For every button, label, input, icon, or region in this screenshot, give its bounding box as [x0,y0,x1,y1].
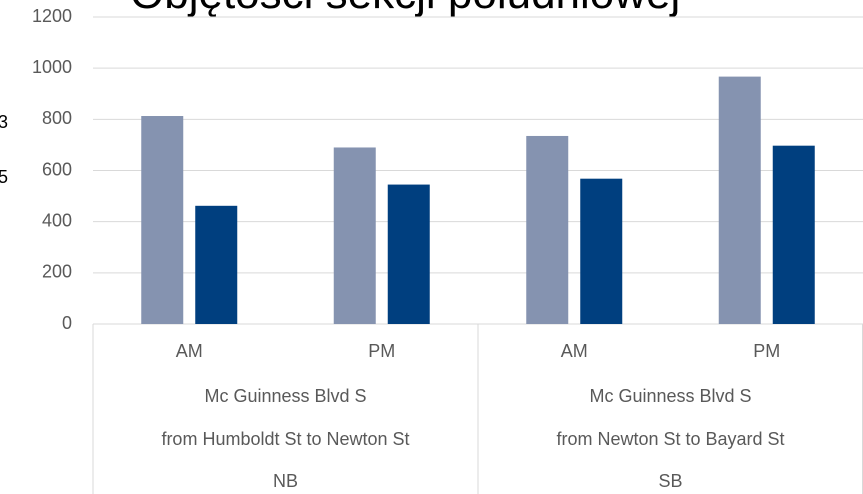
legend-label: 5 [0,167,8,187]
bar [141,116,184,324]
y-tick-label: 800 [42,108,72,128]
group-label: NB [273,471,298,491]
group-label: Mc Guinness Blvd S [589,386,751,406]
x-tick-label: AM [561,341,588,361]
bar [333,147,376,324]
bar [718,76,761,325]
bar [387,184,430,324]
bar [526,135,569,324]
group-label: Mc Guinness Blvd S [204,386,366,406]
y-tick-label: 200 [42,262,72,282]
x-tick-label: AM [176,341,203,361]
bar [580,178,623,324]
group-label: from Humboldt St to Newton St [161,429,409,449]
chart-title: Objętości sekcji południowej [130,0,680,18]
x-tick-label: PM [368,341,395,361]
bar [195,205,238,324]
y-tick-label: 0 [62,313,72,333]
y-tick-label: 1200 [32,6,72,26]
y-tick-label: 1000 [32,57,72,77]
x-tick-label: PM [753,341,780,361]
y-tick-label: 400 [42,210,72,230]
bar [772,145,815,324]
group-label: SB [658,471,682,491]
group-label: from Newton St to Bayard St [556,429,784,449]
y-tick-label: 600 [42,159,72,179]
legend-label: 3 [0,112,8,132]
